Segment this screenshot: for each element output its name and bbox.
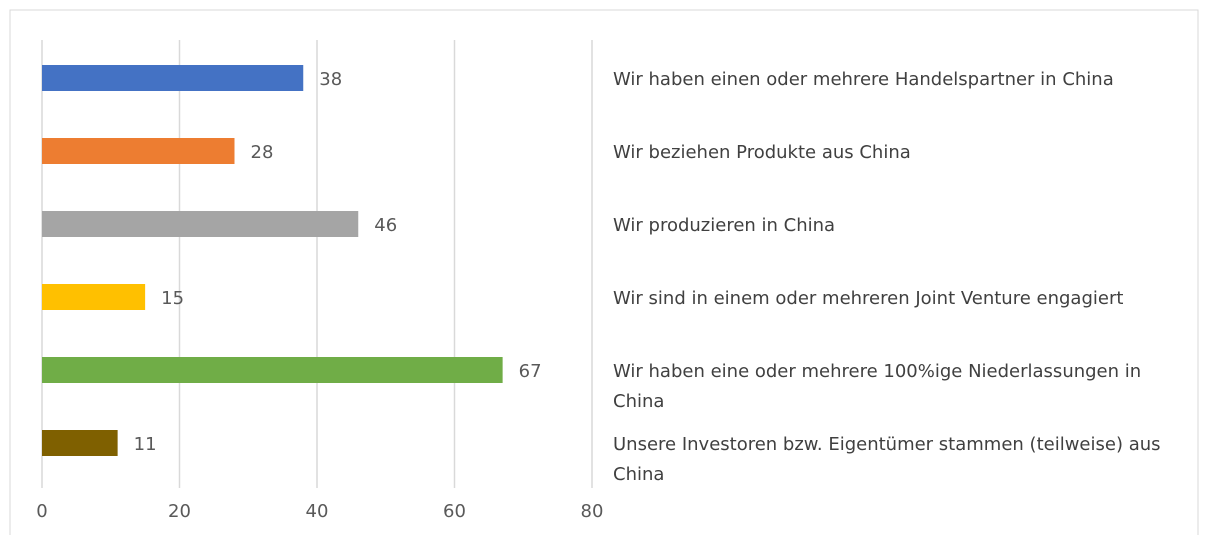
bar (42, 430, 118, 456)
value-label: 28 (251, 142, 274, 163)
value-label: 15 (161, 288, 184, 309)
x-tick-label: 80 (581, 501, 604, 522)
bar (42, 357, 503, 383)
bar (42, 284, 146, 310)
category-label: Unsere Investoren bzw. Eigentümer stamme… (613, 434, 1161, 485)
x-tick-label: 0 (36, 501, 47, 522)
chart-frame (9, 9, 1199, 535)
category-label: Wir haben eine oder mehrere 100%ige Nied… (613, 361, 1142, 412)
value-label: 46 (374, 215, 397, 236)
bar (42, 138, 235, 164)
value-label: 67 (519, 361, 542, 382)
value-label: 38 (319, 69, 342, 90)
value-label: 11 (134, 434, 157, 455)
category-label: Wir produzieren in China (613, 215, 836, 236)
bar (42, 65, 304, 91)
x-tick-label: 20 (168, 501, 191, 522)
x-tick-label: 40 (306, 501, 329, 522)
category-label: Wir haben einen oder mehrere Handelspart… (613, 69, 1114, 90)
category-label: Wir beziehen Produkte aus China (613, 142, 911, 163)
bar (42, 211, 359, 237)
x-tick-label: 60 (443, 501, 466, 522)
category-label: Wir sind in einem oder mehreren Joint Ve… (613, 288, 1124, 309)
